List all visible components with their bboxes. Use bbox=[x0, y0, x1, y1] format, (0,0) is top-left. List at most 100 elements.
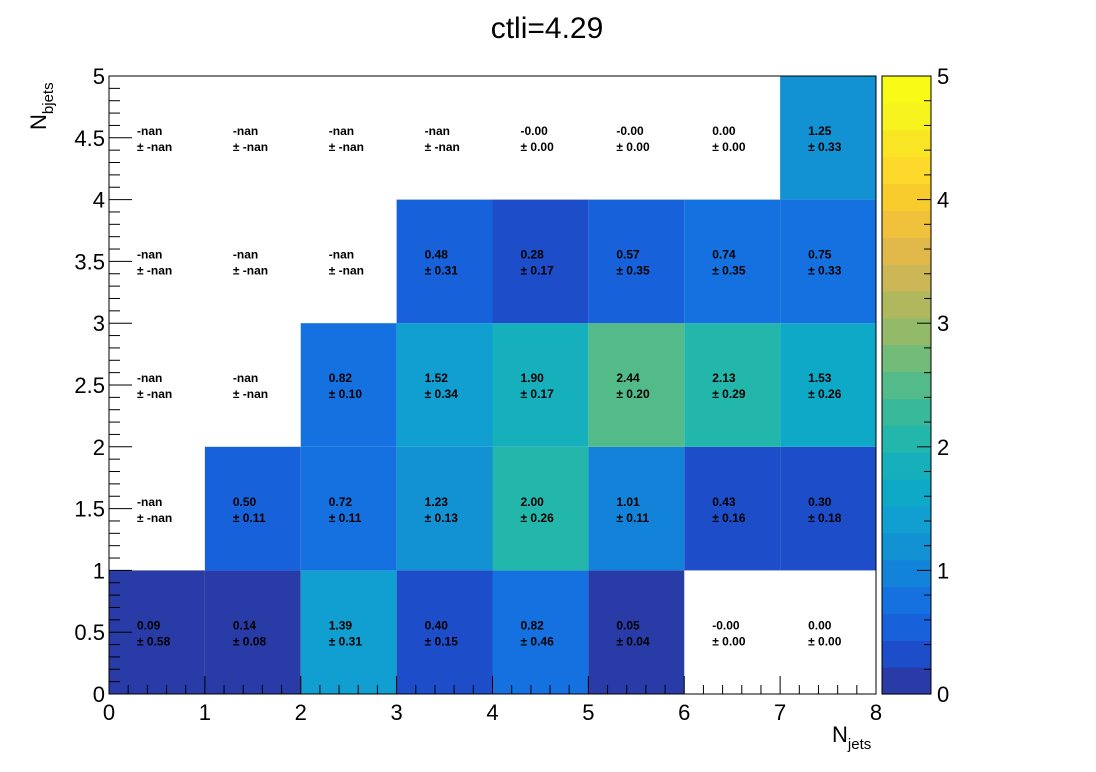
y-tick-label: 5 bbox=[93, 64, 105, 89]
cell-value-label: 0.74 bbox=[712, 248, 736, 262]
cell-error-label: ± -nan bbox=[425, 140, 460, 154]
x-tick-label: 0 bbox=[103, 700, 115, 725]
cell-error-label: ± 0.35 bbox=[616, 264, 650, 278]
x-axis-title-subscript: jets bbox=[847, 736, 871, 753]
cell-value-label: -nan bbox=[329, 248, 354, 262]
heatmap-cell bbox=[492, 446, 589, 571]
cell-value-label: 0.30 bbox=[808, 495, 832, 509]
cell-error-label: ± 0.31 bbox=[329, 634, 363, 648]
cell-error-label: ± 0.16 bbox=[712, 511, 746, 525]
cell-error-label: ± 0.00 bbox=[521, 140, 555, 154]
cell-error-label: ± 0.29 bbox=[712, 387, 746, 401]
heatmap-cell bbox=[492, 323, 589, 447]
cell-error-label: ± 0.35 bbox=[712, 264, 746, 278]
cell-value-label: -nan bbox=[137, 248, 162, 262]
color-scale-step bbox=[882, 479, 931, 507]
heatmap-cell bbox=[396, 570, 493, 694]
heatmap-cell bbox=[492, 570, 589, 694]
y-tick-label: 1.5 bbox=[74, 497, 105, 522]
cell-error-label: ± 0.33 bbox=[808, 264, 842, 278]
x-tick-label: 1 bbox=[199, 700, 211, 725]
heatmap-cell bbox=[300, 446, 397, 571]
cell-error-label: ± 0.11 bbox=[233, 511, 266, 525]
heatmap-cell bbox=[588, 446, 685, 571]
color-scale-tick-label: 3 bbox=[937, 311, 949, 336]
cell-value-label: -nan bbox=[233, 124, 258, 138]
cell-value-label: -0.00 bbox=[521, 124, 549, 138]
cell-error-label: ± -nan bbox=[233, 140, 268, 154]
cell-error-label: ± 0.04 bbox=[616, 634, 650, 648]
cell-value-label: 0.57 bbox=[616, 248, 640, 262]
heatmap-cell bbox=[684, 323, 781, 447]
cell-error-label: ± 0.34 bbox=[425, 387, 459, 401]
cell-value-label: 1.23 bbox=[425, 495, 449, 509]
y-tick-label: 4 bbox=[93, 188, 105, 213]
heatmap-cell bbox=[780, 76, 876, 200]
cell-error-label: ± 0.11 bbox=[329, 511, 362, 525]
heatmap-cell bbox=[588, 323, 685, 447]
color-scale-step bbox=[882, 264, 931, 292]
cell-error-label: ± 0.17 bbox=[521, 264, 555, 278]
y-tick-label: 0.5 bbox=[74, 620, 105, 645]
y-tick-label: 4.5 bbox=[74, 126, 105, 151]
cell-error-label: ± 0.11 bbox=[616, 511, 649, 525]
cell-error-label: ± -nan bbox=[233, 264, 268, 278]
cell-value-label: -nan bbox=[137, 371, 162, 385]
cell-error-label: ± -nan bbox=[137, 511, 172, 525]
heatmap-cell bbox=[780, 199, 876, 324]
cell-error-label: ± 0.00 bbox=[616, 140, 650, 154]
cell-value-label: 0.14 bbox=[233, 618, 257, 632]
y-tick-label: 2.5 bbox=[74, 373, 105, 398]
color-scale-step bbox=[882, 613, 931, 641]
color-scale-step bbox=[882, 425, 931, 453]
x-axis: 0 1 2 3 4 5 6 7 8 bbox=[103, 676, 882, 725]
cell-error-label: ± -nan bbox=[329, 140, 364, 154]
cell-error-label: ± 0.08 bbox=[233, 634, 267, 648]
cell-error-label: ± -nan bbox=[329, 264, 364, 278]
cell-value-label: 0.00 bbox=[712, 124, 736, 138]
color-scale-axis: 0 1 2 3 4 5 bbox=[917, 64, 949, 707]
cell-error-label: ± -nan bbox=[233, 387, 268, 401]
heatmap-cells bbox=[109, 76, 876, 694]
cell-value-label: 0.05 bbox=[616, 618, 640, 632]
x-axis-title: Njets bbox=[832, 722, 871, 753]
color-scale-step bbox=[882, 344, 931, 373]
color-scale-step bbox=[882, 290, 931, 319]
cell-value-label: 0.28 bbox=[521, 248, 545, 262]
cell-value-label: 0.48 bbox=[425, 248, 449, 262]
x-axis-title-main: N bbox=[832, 722, 848, 747]
cell-error-label: ± -nan bbox=[137, 140, 172, 154]
heatmap-cell-labels: 0.09 ± 0.58 0.14 ± 0.08 1.39 ± 0.31 0.40 ± 0.15… bbox=[137, 124, 842, 648]
color-scale-step bbox=[882, 317, 931, 346]
color-scale-step bbox=[882, 398, 931, 426]
cell-error-label: ± -nan bbox=[137, 264, 172, 278]
color-scale-step bbox=[882, 237, 931, 265]
cell-error-label: ± 0.13 bbox=[425, 511, 459, 525]
cell-value-label: 2.00 bbox=[521, 495, 545, 509]
x-tick-label: 5 bbox=[582, 700, 594, 725]
color-scale-step bbox=[882, 102, 931, 131]
color-scale-step bbox=[882, 156, 931, 185]
cell-value-label: 1.53 bbox=[808, 371, 832, 385]
cell-error-label: ± 0.00 bbox=[712, 634, 746, 648]
cell-value-label: 0.82 bbox=[521, 618, 545, 632]
color-scale-tick-label: 5 bbox=[937, 64, 949, 89]
heatmap-cell bbox=[204, 570, 301, 694]
y-tick-label: 2 bbox=[93, 435, 105, 460]
y-tick-label: 1 bbox=[93, 558, 105, 583]
heatmap-cell bbox=[684, 199, 781, 324]
heatmap-cell bbox=[588, 570, 685, 694]
cell-error-label: ± 0.00 bbox=[808, 634, 842, 648]
color-scale-bar bbox=[881, 75, 932, 695]
cell-error-label: ± 0.10 bbox=[329, 387, 363, 401]
y-tick-label: 0 bbox=[93, 682, 105, 707]
cell-error-label: ± 0.58 bbox=[137, 634, 171, 648]
cell-value-label: -nan bbox=[329, 124, 354, 138]
color-scale-tick-label: 2 bbox=[937, 435, 949, 460]
x-tick-label: 4 bbox=[486, 700, 498, 725]
cell-value-label: 0.00 bbox=[808, 618, 832, 632]
x-tick-label: 7 bbox=[774, 700, 786, 725]
cell-error-label: ± 0.18 bbox=[808, 511, 842, 525]
cell-value-label: 0.75 bbox=[808, 248, 832, 262]
